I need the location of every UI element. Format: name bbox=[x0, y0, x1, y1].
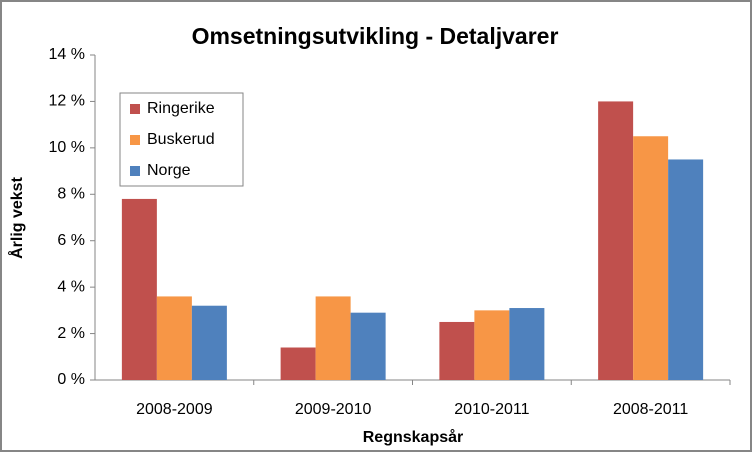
bar bbox=[598, 101, 634, 380]
bar bbox=[509, 308, 545, 380]
legend-swatch bbox=[130, 166, 140, 176]
chart-title: Omsetningsutvikling - Detaljvarer bbox=[192, 23, 559, 49]
legend-swatch bbox=[130, 104, 140, 114]
bar bbox=[474, 310, 510, 380]
x-axis-label: Regnskapsår bbox=[363, 428, 464, 446]
bar bbox=[350, 312, 386, 380]
x-tick-label: 2008-2009 bbox=[136, 401, 213, 418]
y-tick-label: 2 % bbox=[57, 325, 85, 342]
bar bbox=[668, 159, 704, 380]
legend-label: Buskerud bbox=[147, 131, 215, 148]
y-tick-label: 10 % bbox=[49, 139, 85, 156]
y-tick-label: 14 % bbox=[49, 46, 85, 63]
bar bbox=[156, 296, 192, 380]
bar bbox=[315, 296, 351, 380]
legend-label: Norge bbox=[147, 162, 191, 179]
bar bbox=[439, 321, 475, 380]
x-tick-label: 2008-2011 bbox=[613, 401, 688, 418]
legend-swatch bbox=[130, 135, 140, 145]
bar bbox=[280, 347, 316, 380]
y-tick-label: 8 % bbox=[57, 186, 85, 203]
y-tick-label: 6 % bbox=[57, 232, 85, 249]
y-tick-label: 4 % bbox=[57, 278, 85, 295]
bar bbox=[633, 136, 669, 380]
legend-box bbox=[119, 92, 244, 187]
y-axis-label: Årlig vekst bbox=[7, 176, 26, 258]
y-tick-label: 12 % bbox=[49, 93, 85, 110]
bar bbox=[121, 198, 157, 380]
y-tick-label: 0 % bbox=[57, 371, 85, 388]
legend-label: Ringerike bbox=[147, 100, 215, 117]
x-tick-label: 2009-2010 bbox=[295, 401, 372, 418]
bar bbox=[191, 305, 227, 380]
x-tick-label: 2010-2011 bbox=[454, 401, 529, 418]
